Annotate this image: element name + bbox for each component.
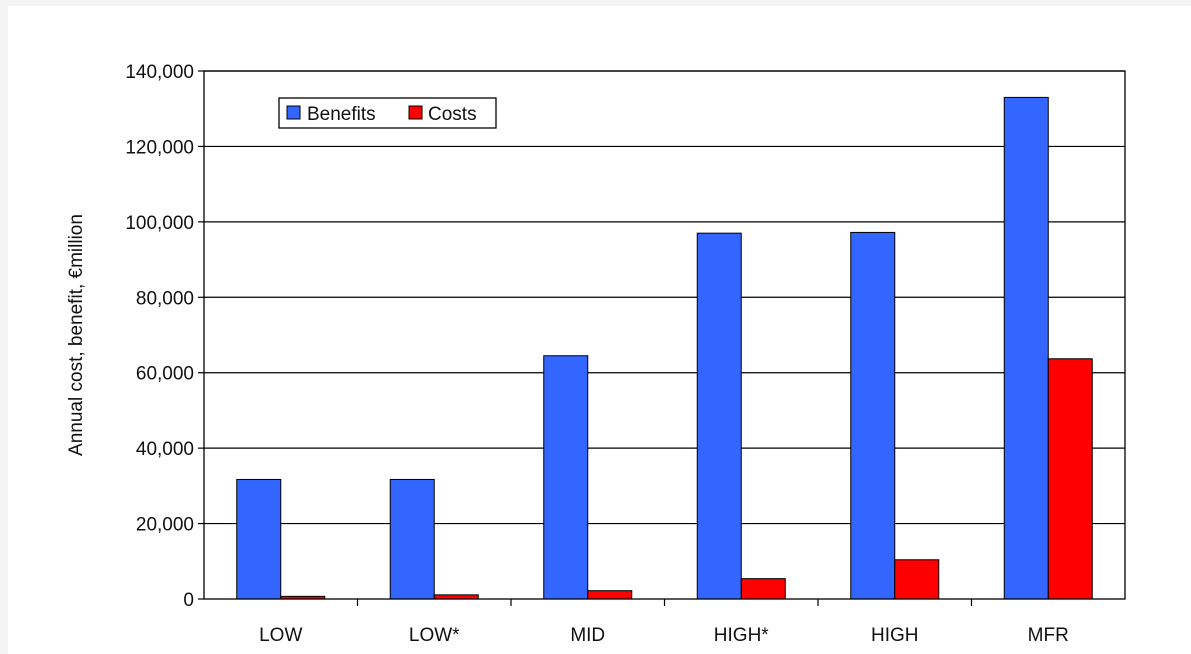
bar-benefits-high-star [696,232,742,600]
bar-benefits-mid [543,355,589,600]
y-tick-label: 20,000 [136,515,194,536]
plot-frame [203,70,1126,600]
bar-costs-mid [587,590,633,600]
bars [236,96,1093,600]
legend-swatch-costs [408,105,423,120]
bar-benefits-mfr [1003,96,1049,600]
legend-swatch-benefits [286,105,301,120]
x-tick-label: HIGH* [714,625,770,646]
legend-box [278,97,497,129]
y-tick-label: 40,000 [136,439,194,460]
y-tick-label: 0 [183,590,194,611]
chart-card [8,6,1191,654]
y-tick-label: 80,000 [136,288,194,309]
bar-benefits-low-star [389,478,435,600]
axes [198,70,1126,606]
y-tick-label: 120,000 [125,137,194,158]
bar-benefits-low [236,478,282,600]
bar-benefits-high [850,231,896,600]
bar-costs-mfr [1047,358,1093,600]
y-tick-label: 100,000 [125,213,194,234]
tick-labels: 0 20,000 40,000 60,000 80,000 100,000 120,000 1… [125,62,1069,646]
bar-costs-high-star [740,578,786,600]
legend: Benefits Costs [278,97,497,129]
x-tick-label: MFR [1028,625,1069,646]
y-tick-label: 140,000 [125,62,194,83]
y-tick-label: 60,000 [136,364,194,385]
bar-costs-high [894,559,940,600]
gridlines [204,70,1125,525]
y-axis-title: Annual cost, benefit, €million [66,214,87,456]
x-tick-label: HIGH [871,625,919,646]
x-tick-label: LOW [259,625,302,646]
legend-label-costs: Costs [428,104,477,125]
x-tick-label: LOW* [409,625,460,646]
x-tick-label: MID [570,625,605,646]
legend-label-benefits: Benefits [307,104,376,125]
